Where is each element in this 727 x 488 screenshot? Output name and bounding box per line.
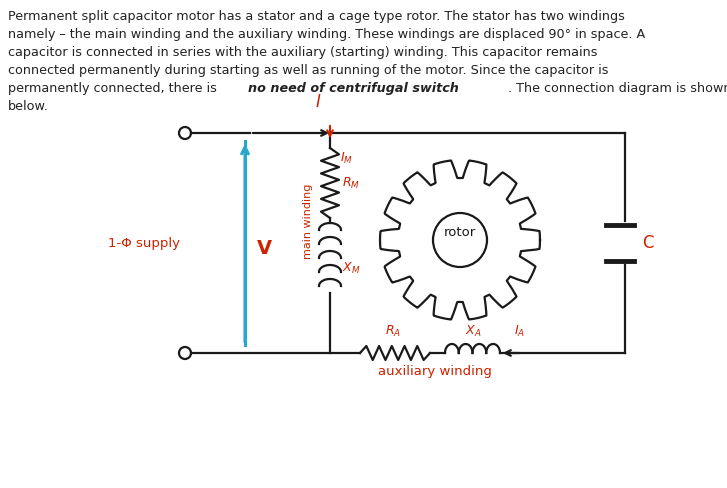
Text: I: I (316, 93, 321, 111)
Text: connected permanently during starting as well as running of the motor. Since the: connected permanently during starting as… (8, 64, 608, 77)
Text: $X_A$: $X_A$ (465, 324, 481, 339)
Text: . The connection diagram is shown: . The connection diagram is shown (508, 82, 727, 95)
Text: $R_M$: $R_M$ (342, 176, 360, 190)
Text: permanently connected, there is: permanently connected, there is (8, 82, 221, 95)
Text: $I_A$: $I_A$ (514, 324, 525, 339)
Text: 1-Φ supply: 1-Φ supply (108, 237, 180, 249)
Text: auxiliary winding: auxiliary winding (378, 365, 492, 378)
Text: Permanent split capacitor motor has a stator and a cage type rotor. The stator h: Permanent split capacitor motor has a st… (8, 10, 625, 23)
Text: $R_A$: $R_A$ (385, 324, 401, 339)
Text: no need of centrifugal switch: no need of centrifugal switch (248, 82, 459, 95)
Text: V: V (257, 239, 272, 258)
Text: rotor: rotor (444, 225, 476, 239)
Text: below.: below. (8, 100, 49, 113)
Text: $I_M$: $I_M$ (340, 151, 353, 166)
Text: C: C (642, 234, 654, 252)
Text: namely – the main winding and the auxiliary winding. These windings are displace: namely – the main winding and the auxili… (8, 28, 646, 41)
Text: capacitor is connected in series with the auxiliary (starting) winding. This cap: capacitor is connected in series with th… (8, 46, 598, 59)
Text: $X_M$: $X_M$ (342, 261, 361, 276)
Text: main winding: main winding (303, 183, 313, 259)
